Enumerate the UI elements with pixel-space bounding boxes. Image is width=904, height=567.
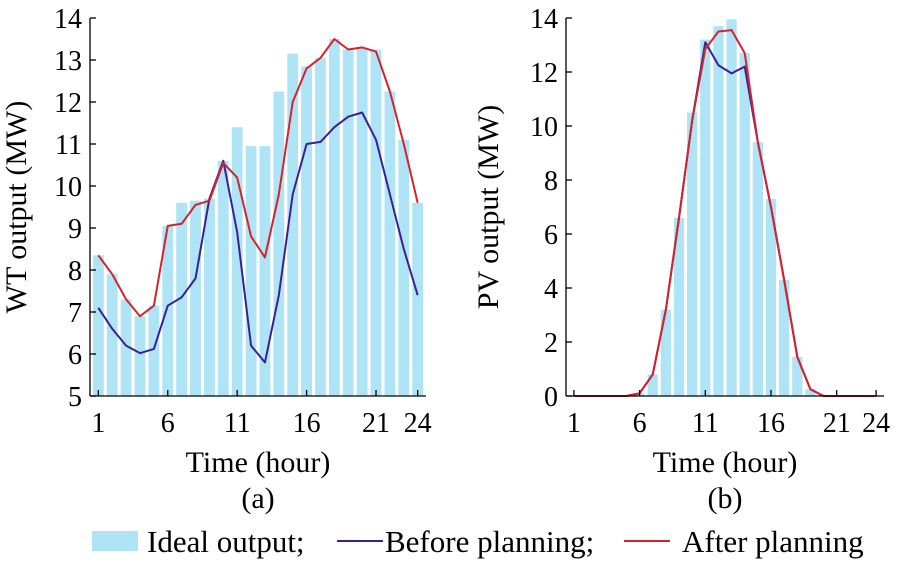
x-tick-label-a-11: 11 xyxy=(224,408,251,439)
after-planning-line-a xyxy=(97,38,419,318)
x-tick-label-a-24: 24 xyxy=(404,408,432,439)
ideal-bar-a-17 xyxy=(315,57,326,397)
ideal-bar-a-20 xyxy=(356,47,368,397)
legend: Ideal output; Before planning; After pla… xyxy=(92,524,864,559)
x-tick-label-a-6: 6 xyxy=(161,408,175,439)
ideal-bar-b-15 xyxy=(752,142,763,396)
ideal-bar-a-11 xyxy=(231,127,243,396)
y-tick-label-a-9: 9 xyxy=(68,214,82,245)
y-tick-label-b-14: 14 xyxy=(530,4,558,35)
ideal-bar-b-10 xyxy=(687,112,698,396)
ideal-bar-a-3 xyxy=(120,299,132,396)
ideal-bar-a-13 xyxy=(259,146,271,396)
x-tick-label-a-1: 1 xyxy=(91,408,105,439)
ideal-bar-b-16 xyxy=(765,198,777,396)
y-tick-label-b-0: 0 xyxy=(544,382,558,413)
legend-after-label: After planning xyxy=(682,524,864,559)
x-tick-label-b-16: 16 xyxy=(757,408,785,439)
ideal-bar-a-1 xyxy=(92,255,104,396)
x-tick-label-a-21: 21 xyxy=(362,408,390,439)
legend-before-label: Before planning; xyxy=(385,524,594,559)
ideal-bar-a-5 xyxy=(148,305,160,396)
ideal-bar-b-7 xyxy=(647,374,658,396)
y-tick-label-a-5: 5 xyxy=(68,382,82,413)
ideal-bar-a-16 xyxy=(301,66,313,397)
ideal-bar-b-19 xyxy=(805,389,816,396)
ideal-bar-a-7 xyxy=(176,202,188,396)
ideal-bar-b-11 xyxy=(700,39,711,396)
ideal-bar-b-12 xyxy=(713,26,724,396)
ideal-bar-a-14 xyxy=(273,91,285,396)
ideal-bar-a-4 xyxy=(134,316,146,396)
ideal-bar-a-15 xyxy=(287,53,299,396)
y-tick-label-b-4: 4 xyxy=(544,274,558,305)
ideal-bar-a-2 xyxy=(106,274,118,396)
panel-label-a: (a) xyxy=(241,482,274,515)
x-tick-label-b-24: 24 xyxy=(862,408,890,439)
y-tick-label-a-14: 14 xyxy=(54,4,82,35)
ideal-bar-b-17 xyxy=(779,279,790,396)
x-tick-label-a-16: 16 xyxy=(293,408,321,439)
legend-ideal-swatch xyxy=(92,531,138,551)
after-planning-line-b xyxy=(573,29,877,397)
x-tick-label-b-6: 6 xyxy=(633,408,647,439)
ideal-bar-b-9 xyxy=(673,217,685,396)
y-tick-label-a-13: 13 xyxy=(54,46,82,77)
ideal-bar-a-21 xyxy=(370,49,382,396)
before-planning-line-a xyxy=(97,111,419,364)
before-planning-line-b xyxy=(573,41,877,397)
panel-label-b: (b) xyxy=(708,482,743,515)
x-tick-label-b-1: 1 xyxy=(567,408,581,439)
y-axis-title-a: WT output (MW) xyxy=(0,101,33,314)
ideal-bar-a-9 xyxy=(203,198,215,396)
ideal-bar-a-12 xyxy=(245,146,257,396)
ideal-bar-a-18 xyxy=(328,39,340,396)
ideal-bar-a-6 xyxy=(162,225,174,396)
y-tick-label-a-6: 6 xyxy=(68,340,82,371)
y-tick-label-a-11: 11 xyxy=(55,130,82,161)
ideal-bar-a-24 xyxy=(412,202,424,396)
y-tick-label-b-8: 8 xyxy=(544,166,558,197)
ideal-bar-b-8 xyxy=(660,309,671,396)
ideal-bar-a-8 xyxy=(190,200,201,396)
legend-ideal-label: Ideal output; xyxy=(147,524,305,559)
ideal-bar-a-23 xyxy=(398,139,410,397)
y-tick-label-b-6: 6 xyxy=(544,220,558,251)
y-tick-label-b-2: 2 xyxy=(544,328,558,359)
x-axis-title-a: Time (hour) xyxy=(186,446,331,479)
y-tick-label-a-8: 8 xyxy=(68,256,82,287)
ideal-bar-a-22 xyxy=(384,91,396,396)
ideal-bar-a-19 xyxy=(342,49,354,396)
y-tick-label-a-12: 12 xyxy=(54,88,82,119)
y-tick-label-a-7: 7 xyxy=(68,298,82,329)
y-tick-label-a-10: 10 xyxy=(54,172,82,203)
ideal-bar-b-14 xyxy=(739,53,750,396)
x-tick-label-b-21: 21 xyxy=(823,408,851,439)
ideal-bar-b-18 xyxy=(792,356,803,396)
y-axis-title-b: PV output (MW) xyxy=(472,105,505,309)
x-axis-title-b: Time (hour) xyxy=(653,446,798,479)
x-tick-label-b-11: 11 xyxy=(692,408,719,439)
ideal-bar-b-13 xyxy=(726,19,737,396)
y-tick-label-b-12: 12 xyxy=(530,58,558,89)
y-tick-label-b-10: 10 xyxy=(530,112,558,143)
ideal-bar-a-10 xyxy=(217,160,229,396)
